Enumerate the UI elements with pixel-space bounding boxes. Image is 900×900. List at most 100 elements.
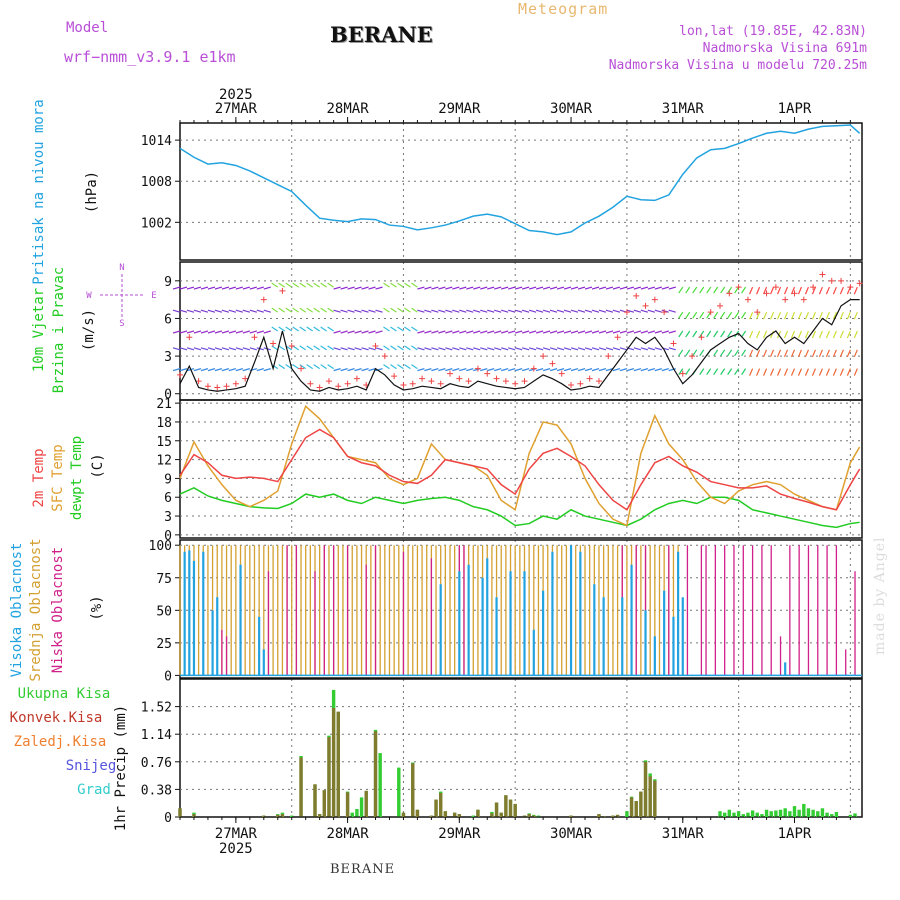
gust-marker bbox=[744, 296, 751, 303]
wind-barb bbox=[438, 309, 446, 313]
precip-convective-bar bbox=[648, 776, 652, 817]
wind-barb bbox=[776, 368, 782, 376]
gust-marker bbox=[661, 309, 668, 316]
precip-total-bar bbox=[378, 753, 382, 817]
y-tick-label: 1014 bbox=[141, 134, 172, 149]
wind-barb bbox=[619, 286, 628, 290]
wind-barb bbox=[200, 347, 209, 351]
lonlat-label: lon,lat (19.85E, 42.83N) bbox=[679, 24, 867, 39]
wind-barb bbox=[839, 311, 844, 320]
wind-barb bbox=[375, 347, 383, 351]
precip-convective-bar bbox=[639, 791, 643, 817]
wind-barb bbox=[397, 307, 404, 313]
wind-barb bbox=[487, 330, 495, 334]
wind-barb bbox=[480, 347, 488, 351]
wind-barb bbox=[612, 368, 621, 372]
precip-convective-bar bbox=[322, 790, 327, 817]
wind-barb bbox=[263, 309, 271, 313]
wind-barb bbox=[278, 326, 286, 332]
wind-barb bbox=[818, 330, 823, 339]
wind-barb bbox=[598, 368, 607, 372]
wind-barb bbox=[584, 286, 593, 290]
gust-marker bbox=[670, 340, 677, 347]
wind-barb bbox=[647, 286, 656, 290]
wind-barb bbox=[591, 309, 600, 313]
wind-barb bbox=[306, 364, 314, 370]
wind-speed-line bbox=[179, 299, 860, 392]
wind-barb bbox=[678, 286, 684, 294]
gust-marker bbox=[232, 380, 239, 387]
wind-barb bbox=[514, 286, 523, 290]
wind-barb bbox=[734, 286, 740, 294]
precip-total-bar bbox=[830, 814, 834, 817]
gust-marker bbox=[651, 296, 658, 303]
bottom-day-label: 29MAR bbox=[438, 826, 481, 842]
wind-barb bbox=[647, 330, 656, 334]
wind-barb bbox=[853, 286, 858, 295]
wind-barb bbox=[783, 311, 789, 320]
wind-barb bbox=[570, 286, 579, 290]
gust-marker bbox=[419, 375, 426, 382]
wind-barb bbox=[508, 347, 516, 351]
wind-barb bbox=[249, 347, 257, 351]
top-day-label: 29MAR bbox=[438, 101, 481, 117]
wind-barb bbox=[383, 307, 390, 313]
wind-barb bbox=[741, 311, 747, 319]
wind-barb bbox=[598, 286, 607, 290]
wind-barb bbox=[459, 286, 467, 290]
compass-w: W bbox=[86, 291, 92, 301]
gust-marker bbox=[568, 381, 575, 388]
wind-barb bbox=[172, 286, 181, 290]
wind-ylabel-1: 10m Vjetar bbox=[31, 288, 47, 372]
precip-total-bar bbox=[536, 815, 541, 817]
wind-barb bbox=[494, 286, 502, 290]
wind-barb bbox=[749, 349, 754, 358]
wind-barb bbox=[591, 286, 600, 290]
wind-barb bbox=[242, 368, 250, 372]
wind-barb bbox=[487, 368, 495, 372]
wind-barb bbox=[661, 330, 669, 334]
panel-1 bbox=[179, 122, 863, 261]
precip-convective-bar bbox=[313, 784, 317, 817]
wind-barb bbox=[445, 286, 453, 290]
panel-frame bbox=[179, 678, 863, 818]
wind-barb bbox=[591, 347, 600, 351]
wind-barb bbox=[563, 286, 572, 290]
wind-barb bbox=[347, 286, 355, 290]
wind-barb bbox=[783, 368, 789, 376]
wind-barb bbox=[549, 309, 558, 313]
wind-barb bbox=[271, 307, 279, 313]
wind-barb bbox=[749, 330, 754, 339]
gust-marker bbox=[242, 375, 249, 382]
wind-barb bbox=[797, 368, 803, 376]
precip-total-bar bbox=[755, 812, 759, 817]
precip-convective-bar bbox=[452, 812, 457, 817]
wind-barb bbox=[678, 311, 684, 319]
wind-barb bbox=[256, 286, 264, 290]
precip-total-bar bbox=[802, 803, 806, 817]
wind-barb bbox=[549, 347, 558, 351]
wind-barb bbox=[763, 311, 768, 320]
wind-barb bbox=[431, 309, 439, 313]
wind-barb bbox=[487, 347, 495, 351]
gust-marker bbox=[204, 383, 211, 390]
model-label: Model bbox=[66, 20, 109, 36]
wind-barb bbox=[741, 368, 747, 375]
wind-barb bbox=[299, 282, 307, 288]
wind-barb bbox=[487, 309, 495, 313]
dewpt-line bbox=[179, 486, 860, 529]
precip-convective-bar bbox=[653, 780, 657, 817]
gust-marker bbox=[642, 302, 649, 309]
wind-barb bbox=[438, 286, 446, 290]
wind-barb bbox=[804, 286, 810, 295]
wind-barb bbox=[612, 330, 621, 334]
gust-marker bbox=[298, 365, 305, 372]
gust-marker bbox=[409, 380, 416, 387]
gust-marker bbox=[605, 353, 612, 360]
wind-barb bbox=[313, 307, 320, 313]
precip-total-bar bbox=[718, 811, 722, 817]
wind-barb bbox=[285, 282, 293, 288]
gust-marker bbox=[838, 277, 845, 284]
wind-barb bbox=[577, 309, 586, 313]
wind-barb bbox=[556, 347, 565, 351]
